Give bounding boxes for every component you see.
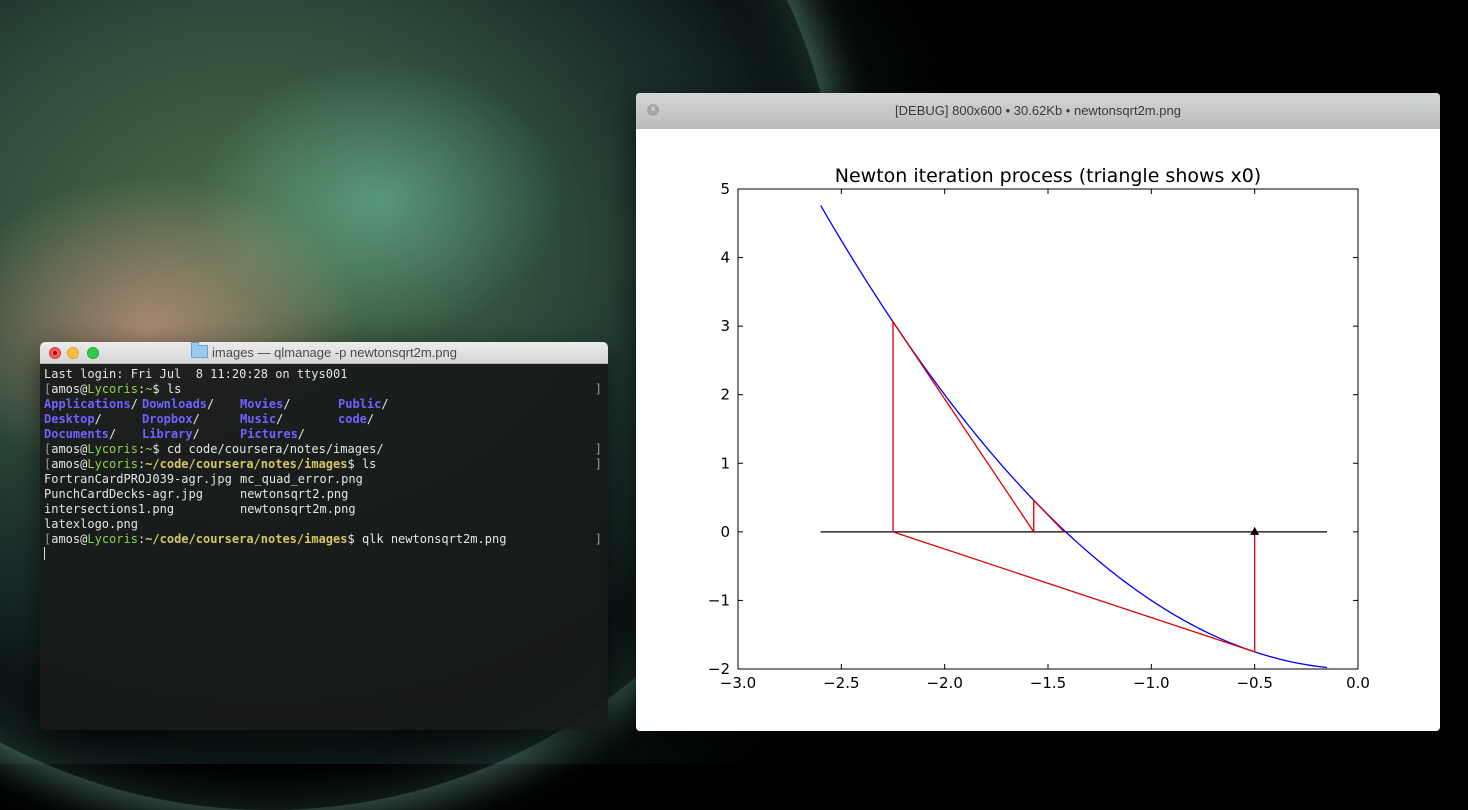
prompt-line: [amos@Lycoris:~/code/coursera/notes/imag… — [44, 457, 602, 471]
prompt-line: [amos@Lycoris:~/code/coursera/notes/imag… — [44, 532, 602, 546]
y-tick-label: 4 — [720, 249, 730, 267]
folder-icon — [191, 342, 209, 358]
axes-frame — [737, 188, 1359, 670]
input-line[interactable] — [44, 547, 604, 562]
zoom-button[interactable] — [87, 347, 99, 359]
start-marker — [1250, 526, 1260, 535]
text-cursor — [44, 547, 45, 560]
ls-output-row: Documents/Library/Pictures/ — [44, 427, 306, 441]
ls-output-row: FortranCardPROJ039-agr.jpg mc_quad_error.… — [44, 472, 363, 486]
y-tick-label: 0 — [720, 523, 730, 541]
y-tick-label: 2 — [720, 386, 730, 404]
ls-output-row: intersections1.png newtonsqrt2m.png — [44, 502, 356, 516]
image-viewer-window[interactable]: × [DEBUG] 800x600 • 30.62Kb • newtonsqrt… — [636, 93, 1440, 731]
plot-area: −3.0 −2.5 −2.0 −1.5 −1.0 −0.5 0.0 −2 −1 0 1 2 3 4 5 — [708, 180, 1370, 692]
x-tick-label: −1.0 — [1133, 674, 1169, 692]
prompt-line: [amos@Lycoris:~$ ls] — [44, 382, 602, 396]
close-button[interactable] — [49, 347, 61, 359]
chart-title: Newton iteration process (triangle shows… — [835, 165, 1261, 187]
iteration-path — [892, 319, 1256, 653]
x-tick-label: −2.0 — [926, 674, 962, 692]
close-icon[interactable]: × — [647, 104, 659, 116]
y-tick-label: 3 — [720, 317, 730, 335]
ls-output-row: Applications/Downloads/Movies/Public/ — [44, 397, 389, 411]
terminal-titlebar[interactable]: images — qlmanage -p newtonsqrt2m.png — [40, 342, 608, 364]
viewer-title: [DEBUG] 800x600 • 30.62Kb • newtonsqrt2m… — [895, 103, 1181, 118]
ls-output-row: latexlogo.png — [44, 517, 138, 531]
x-tick-label: −1.5 — [1030, 674, 1066, 692]
y-tick-label: 5 — [720, 180, 730, 198]
y-tick-label: −2 — [708, 660, 730, 678]
y-tick-label: −1 — [708, 591, 730, 609]
terminal-output[interactable]: Last login: Fri Jul 8 11:20:28 on ttys00… — [40, 364, 608, 730]
prompt-line: [amos@Lycoris:~$ cd code/coursera/notes/… — [44, 442, 602, 456]
last-login-line: Last login: Fri Jul 8 11:20:28 on ttys00… — [44, 367, 348, 381]
y-tick-label: 1 — [720, 454, 730, 472]
viewer-titlebar[interactable]: × [DEBUG] 800x600 • 30.62Kb • newtonsqrt… — [636, 93, 1440, 129]
ls-output-row: Desktop/Dropbox/Music/code/ — [44, 412, 375, 426]
x-tick-label: −3.0 — [720, 674, 756, 692]
x-tick-label: −0.5 — [1236, 674, 1272, 692]
minimize-button[interactable] — [67, 347, 79, 359]
terminal-window[interactable]: images — qlmanage -p newtonsqrt2m.png La… — [40, 342, 608, 730]
function-curve — [820, 205, 1328, 669]
terminal-title: images — qlmanage -p newtonsqrt2m.png — [40, 342, 608, 360]
ls-output-row: PunchCardDecks-agr.jpg newtonsqrt2.png — [44, 487, 349, 501]
x-tick-label: −2.5 — [823, 674, 859, 692]
x-tick-label: 0.0 — [1346, 674, 1370, 692]
newton-chart: Newton iteration process (triangle shows… — [708, 165, 1370, 692]
